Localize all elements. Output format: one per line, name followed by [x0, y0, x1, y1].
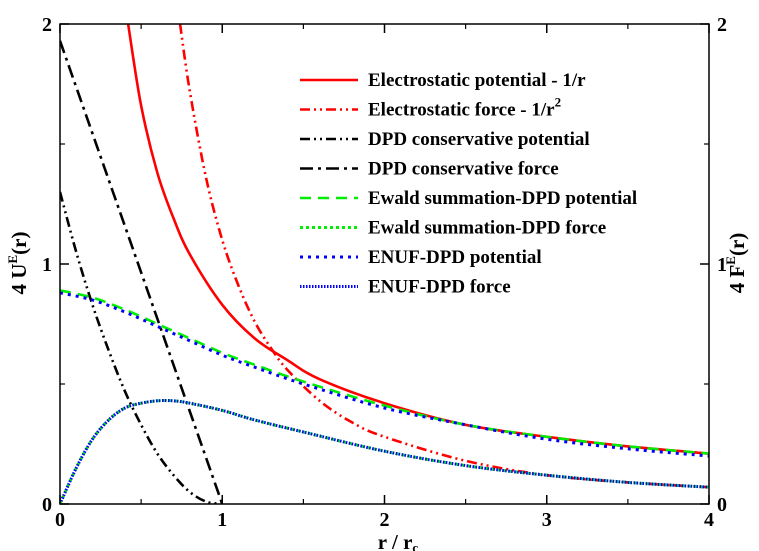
series-line-4	[60, 40, 224, 504]
legend-layer: Electrostatic potential - 1/r Electrostat…	[300, 70, 637, 298]
legend-label-7: ENUF-DPD potential	[368, 247, 542, 268]
legend-label-3: DPD conservative potential	[368, 129, 590, 150]
x-tick-label: 0	[55, 509, 65, 531]
y-tick-label-left: 2	[42, 14, 52, 36]
series-line-8	[60, 399, 709, 504]
y-axis-label-left-main: 4 U	[7, 264, 31, 295]
y-axis-label-right-sup: E	[723, 256, 738, 265]
legend-label-8: ENUF-DPD force	[368, 277, 511, 298]
x-axis-label: r / rc	[378, 530, 419, 551]
y-axis-label-left-tail: (r)	[7, 232, 31, 255]
x-tick-label: 2	[380, 509, 390, 531]
y-tick-label-left: 0	[42, 494, 52, 516]
y-tick-label-left: 1	[42, 254, 52, 276]
y-axis-label-left: 4 UE(r)	[5, 232, 31, 295]
y-tick-label-right: 2	[717, 14, 727, 36]
y-axis-label-right: 4 FE(r)	[723, 233, 749, 294]
x-axis-label-sub: c	[412, 540, 418, 551]
series-line-6	[60, 399, 709, 504]
legend-label-1: Electrostatic potential - 1/r	[368, 70, 586, 91]
series-line-7	[60, 291, 709, 458]
legend-label-2: Electrostatic force - 1/r2	[368, 95, 561, 121]
ticks-layer: 0 1 2 3 40 01 12 2	[42, 14, 727, 531]
series-line-3	[60, 191, 223, 504]
series-line-2	[178, 24, 709, 489]
x-tick-label: 4	[704, 509, 714, 531]
y-axis-label-left-sup: E	[5, 255, 20, 264]
x-tick-label: 3	[542, 509, 552, 531]
series-layer	[60, 24, 709, 504]
x-tick-label: 1	[217, 509, 227, 531]
legend-label-4: DPD conservative force	[368, 159, 559, 180]
y-axis-label-right-tail: (r)	[725, 233, 749, 256]
legend-label-5: Ewald summation-DPD potential	[368, 188, 637, 209]
y-axis-label-right-main: 4 F	[725, 265, 749, 294]
x-axis-label-main: r / r	[378, 530, 413, 551]
y-tick-label-right: 1	[717, 254, 727, 276]
legend-label-6: Ewald summation-DPD force	[368, 218, 606, 239]
y-tick-label-right: 0	[717, 494, 727, 516]
